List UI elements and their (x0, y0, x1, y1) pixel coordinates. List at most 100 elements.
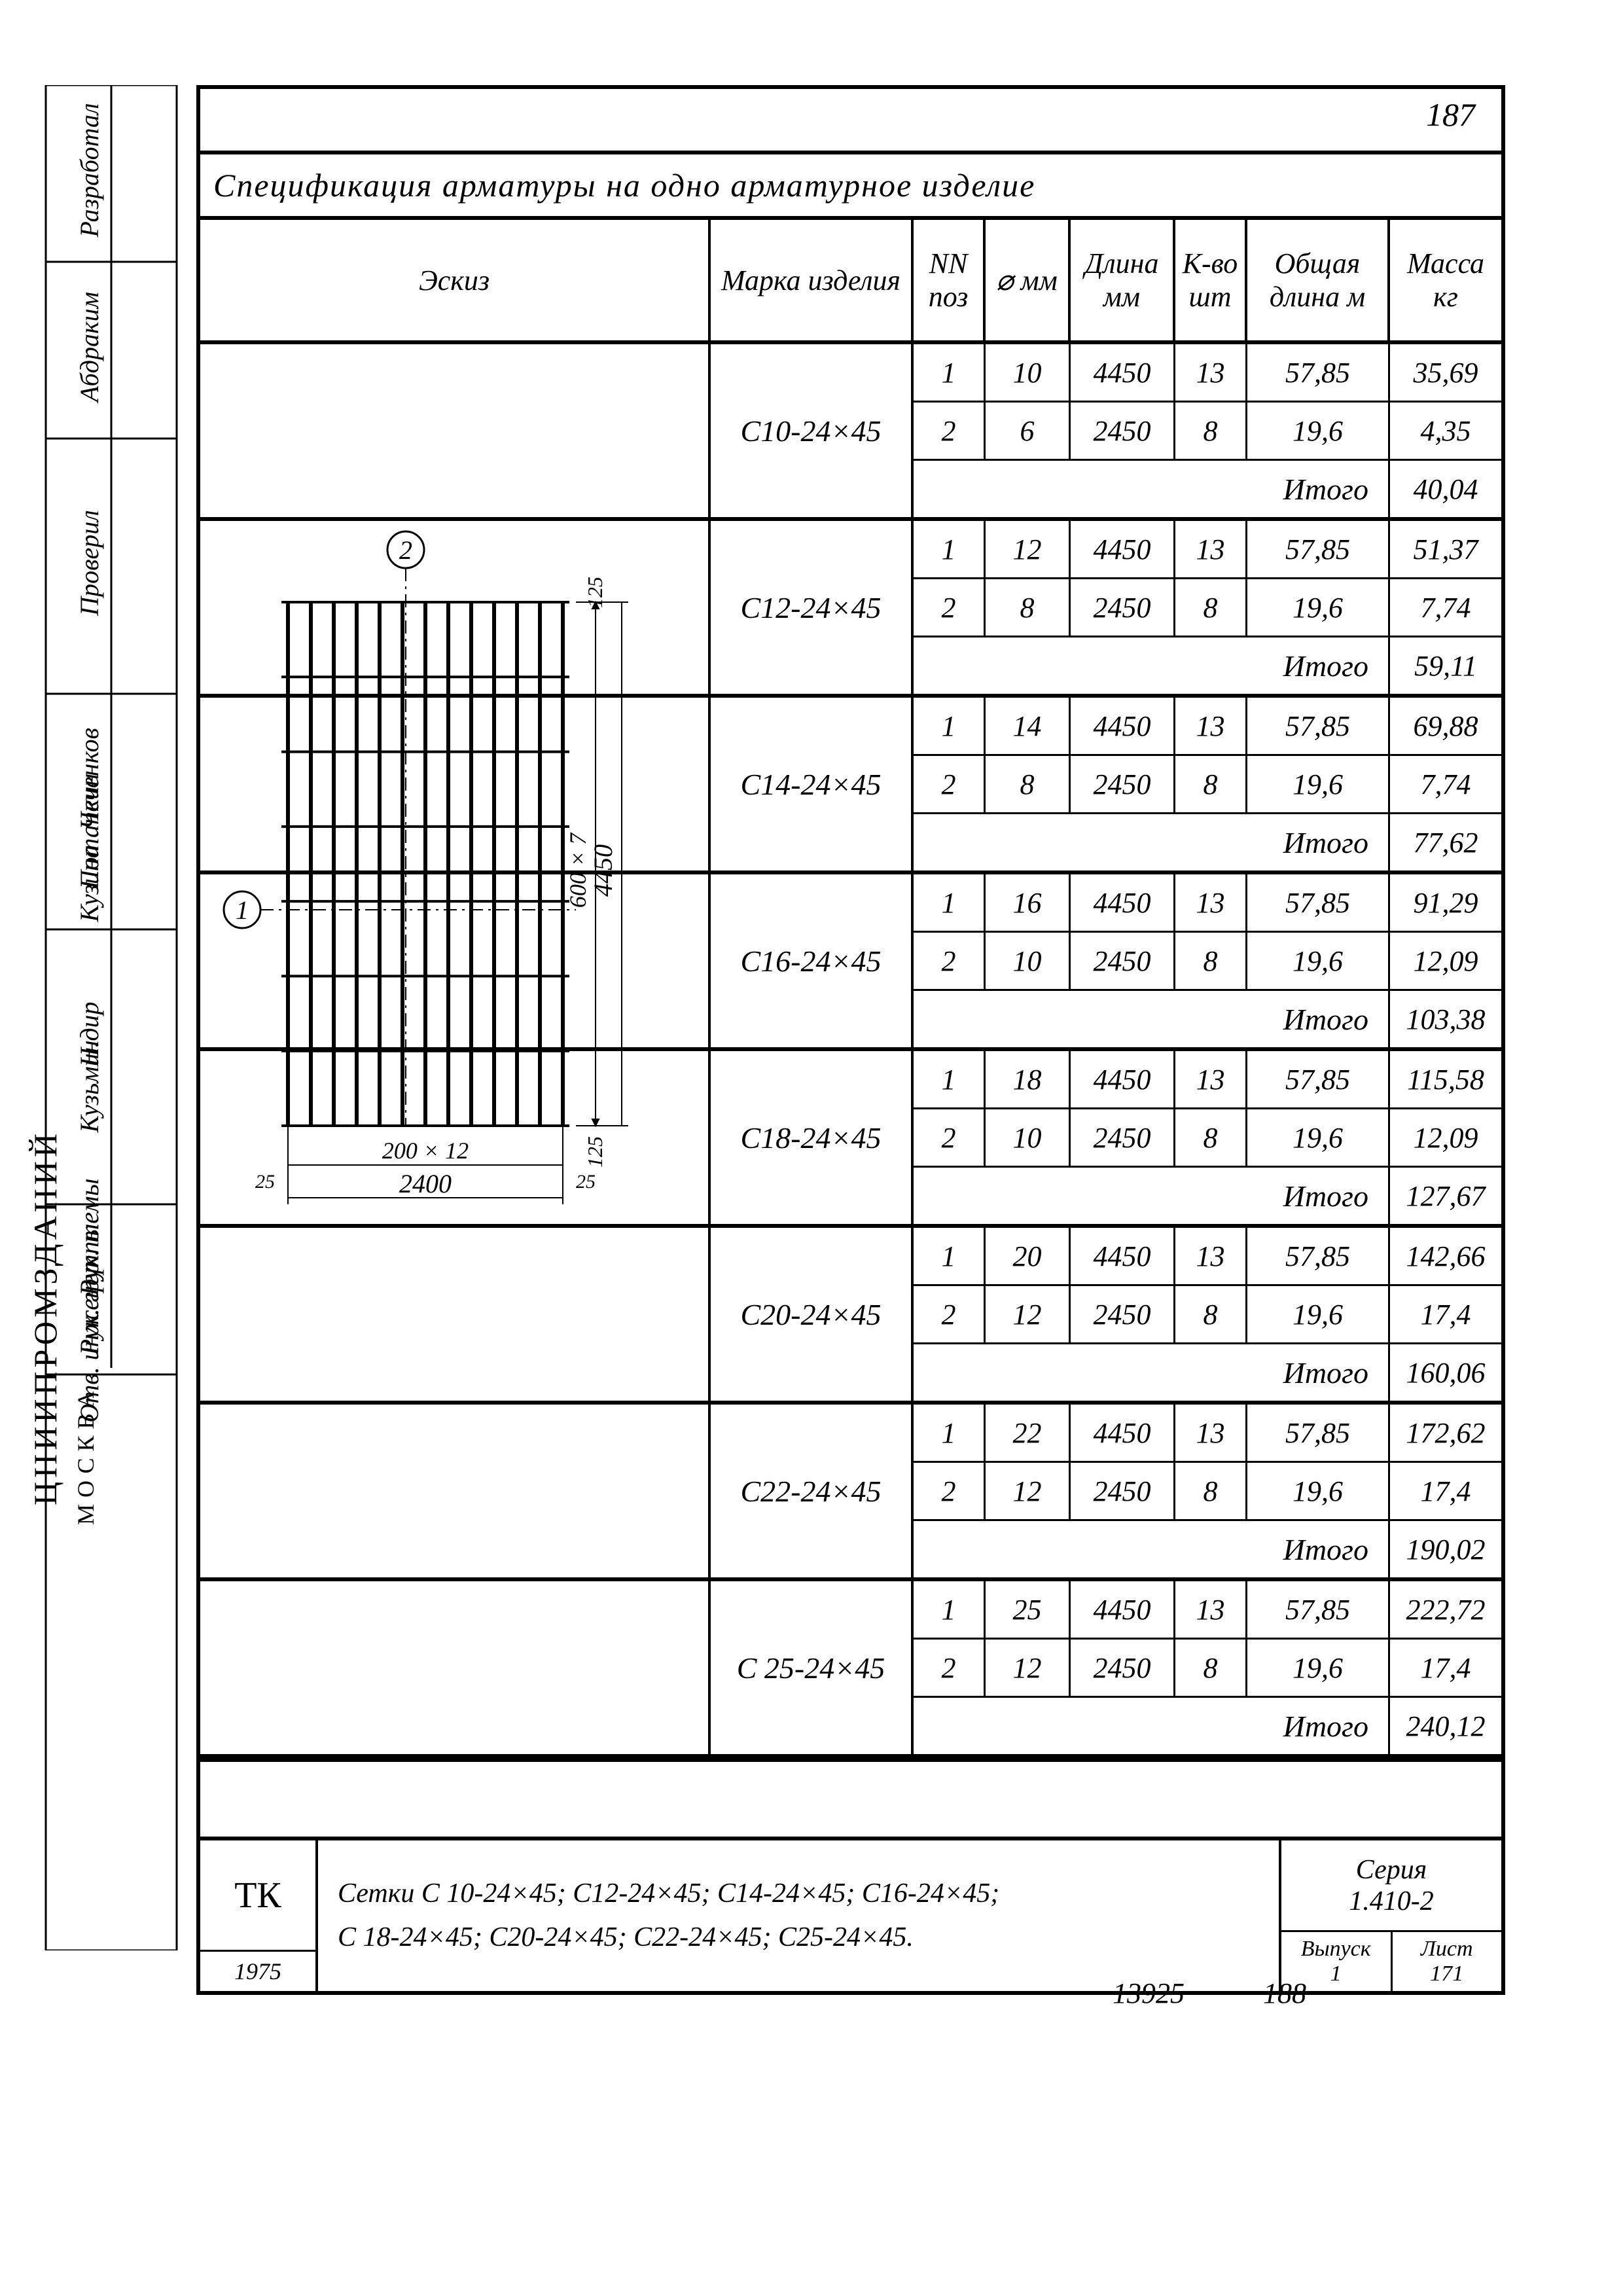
svg-text:Абдраким: Абдраким (75, 292, 104, 404)
cell-nn: 1 (914, 344, 986, 401)
subtotal-value: 103,38 (1390, 991, 1501, 1047)
cell-tot: 19,6 (1247, 1286, 1390, 1342)
rows-cell: 12244501357,85172,622122450819,617,4Итог… (914, 1405, 1501, 1577)
subtotal-value: 127,67 (1390, 1168, 1501, 1224)
subtotal-label: Итого (914, 1698, 1390, 1754)
cell-qty: 13 (1175, 698, 1247, 754)
hdr-nn: NN поз (914, 220, 986, 340)
tk-box: ТК 1975 (200, 1840, 318, 1991)
rows-cell: 11644501357,8591,292102450819,612,09Итог… (914, 874, 1501, 1047)
cell-len: 4450 (1071, 874, 1175, 931)
hdr-diam: ⌀ мм (986, 220, 1071, 340)
cell-mass: 7,74 (1390, 756, 1501, 812)
hdr-total: Общая длина м (1247, 220, 1390, 340)
cell-nn: 1 (914, 1405, 986, 1461)
cell-tot: 19,6 (1247, 933, 1390, 989)
cell-len: 2450 (1071, 1640, 1175, 1696)
mark-cell: С 25-24×45 (711, 1581, 914, 1754)
product-block: С 25-24×4512544501357,85222,722122450819… (200, 1581, 1501, 1758)
cell-d: 12 (986, 1463, 1071, 1519)
cell-tot: 57,85 (1247, 698, 1390, 754)
svg-text:2400: 2400 (399, 1169, 452, 1198)
mark-cell: С18-24×45 (711, 1051, 914, 1224)
mark-cell: С12-24×45 (711, 521, 914, 694)
mark-cell: С16-24×45 (711, 874, 914, 1047)
subtotal-value: 59,11 (1390, 637, 1501, 694)
cell-mass: 91,29 (1390, 874, 1501, 931)
cell-nn: 2 (914, 756, 986, 812)
cell-mass: 51,37 (1390, 521, 1501, 577)
cell-tot: 19,6 (1247, 756, 1390, 812)
mark-cell: С14-24×45 (711, 698, 914, 870)
subtotal-label: Итого (914, 1521, 1390, 1577)
tk-year: 1975 (200, 1952, 315, 1991)
subtotal-value: 190,02 (1390, 1521, 1501, 1577)
bottom-b: 188 (1263, 1977, 1306, 2010)
footer-description: Сетки С 10-24×45; С12-24×45; С14-24×45; … (318, 1840, 1279, 1991)
cell-tot: 57,85 (1247, 1228, 1390, 1284)
cell-d: 22 (986, 1405, 1071, 1461)
cell-len: 4450 (1071, 1405, 1175, 1461)
hdr-mass: Масса кг (1390, 220, 1501, 340)
subtotal-value: 77,62 (1390, 814, 1501, 870)
subtotal-value: 160,06 (1390, 1344, 1501, 1401)
cell-qty: 13 (1175, 1051, 1247, 1107)
cell-qty: 8 (1175, 756, 1247, 812)
sheet-box: Лист171 (1393, 1932, 1502, 1991)
mark-cell: С20-24×45 (711, 1228, 914, 1401)
cell-len: 2450 (1071, 403, 1175, 459)
rows-cell: 12544501357,85222,722122450819,617,4Итог… (914, 1581, 1501, 1754)
cell-nn: 2 (914, 579, 986, 636)
cell-mass: 12,09 (1390, 1109, 1501, 1166)
cell-d: 10 (986, 344, 1071, 401)
cell-len: 2450 (1071, 579, 1175, 636)
svg-text:Разработал: Разработал (75, 103, 104, 238)
subtotal-row: Итого40,04 (914, 461, 1501, 517)
subtotal-value: 40,04 (1390, 461, 1501, 517)
svg-text:200 × 12: 200 × 12 (382, 1138, 469, 1164)
cell-mass: 142,66 (1390, 1228, 1501, 1284)
subtotal-label: Итого (914, 1168, 1390, 1224)
svg-text:125: 125 (583, 1136, 607, 1168)
cell-qty: 8 (1175, 1640, 1247, 1696)
cell-tot: 57,85 (1247, 874, 1390, 931)
subtotal-row: Итого190,02 (914, 1521, 1501, 1577)
subtotal-row: Итого59,11 (914, 637, 1501, 694)
footer-line1: Сетки С 10-24×45; С12-24×45; С14-24×45; … (338, 1872, 1259, 1916)
svg-text:Проверил: Проверил (75, 510, 104, 616)
subtotal-label: Итого (914, 637, 1390, 694)
cell-tot: 19,6 (1247, 1640, 1390, 1696)
rows-cell: 11044501357,8535,69262450819,64,35Итого4… (914, 344, 1501, 517)
cell-tot: 57,85 (1247, 1051, 1390, 1107)
bottom-numbers: 13925 188 (1113, 1977, 1306, 2010)
mark-cell: С10-24×45 (711, 344, 914, 517)
data-row: 2122450819,617,4 (914, 1640, 1501, 1698)
data-row: 2102450819,612,09 (914, 933, 1501, 991)
data-row: 12044501357,85142,66 (914, 1228, 1501, 1286)
svg-text:25: 25 (255, 1171, 275, 1193)
data-row: 11444501357,8569,88 (914, 698, 1501, 756)
subtotal-label: Итого (914, 991, 1390, 1047)
cell-d: 25 (986, 1581, 1071, 1638)
cell-len: 4450 (1071, 698, 1175, 754)
cell-qty: 13 (1175, 1581, 1247, 1638)
cell-mass: 115,58 (1390, 1051, 1501, 1107)
tk-label: ТК (200, 1840, 315, 1952)
svg-text:600 × 7: 600 × 7 (565, 832, 591, 908)
cell-len: 4450 (1071, 521, 1175, 577)
data-row: 11644501357,8591,29 (914, 874, 1501, 933)
hdr-length: Длина мм (1071, 220, 1175, 340)
cell-nn: 1 (914, 1581, 986, 1638)
subtotal-label: Итого (914, 814, 1390, 870)
cell-tot: 19,6 (1247, 1463, 1390, 1519)
cell-len: 4450 (1071, 344, 1175, 401)
cell-nn: 2 (914, 1286, 986, 1342)
hdr-sketch: Эскиз (200, 220, 711, 340)
cell-len: 4450 (1071, 1051, 1175, 1107)
sketch-diagram: 2 1 600 × 7 4450 125 125 200 × 12 2400 2… (209, 491, 694, 1407)
cell-qty: 13 (1175, 1405, 1247, 1461)
cell-qty: 13 (1175, 874, 1247, 931)
footer-line2: С 18-24×45; С20-24×45; С22-24×45; С25-24… (338, 1916, 1259, 1960)
subtotal-row: Итого240,12 (914, 1698, 1501, 1754)
svg-text:Кузина: Кузина (75, 845, 104, 923)
